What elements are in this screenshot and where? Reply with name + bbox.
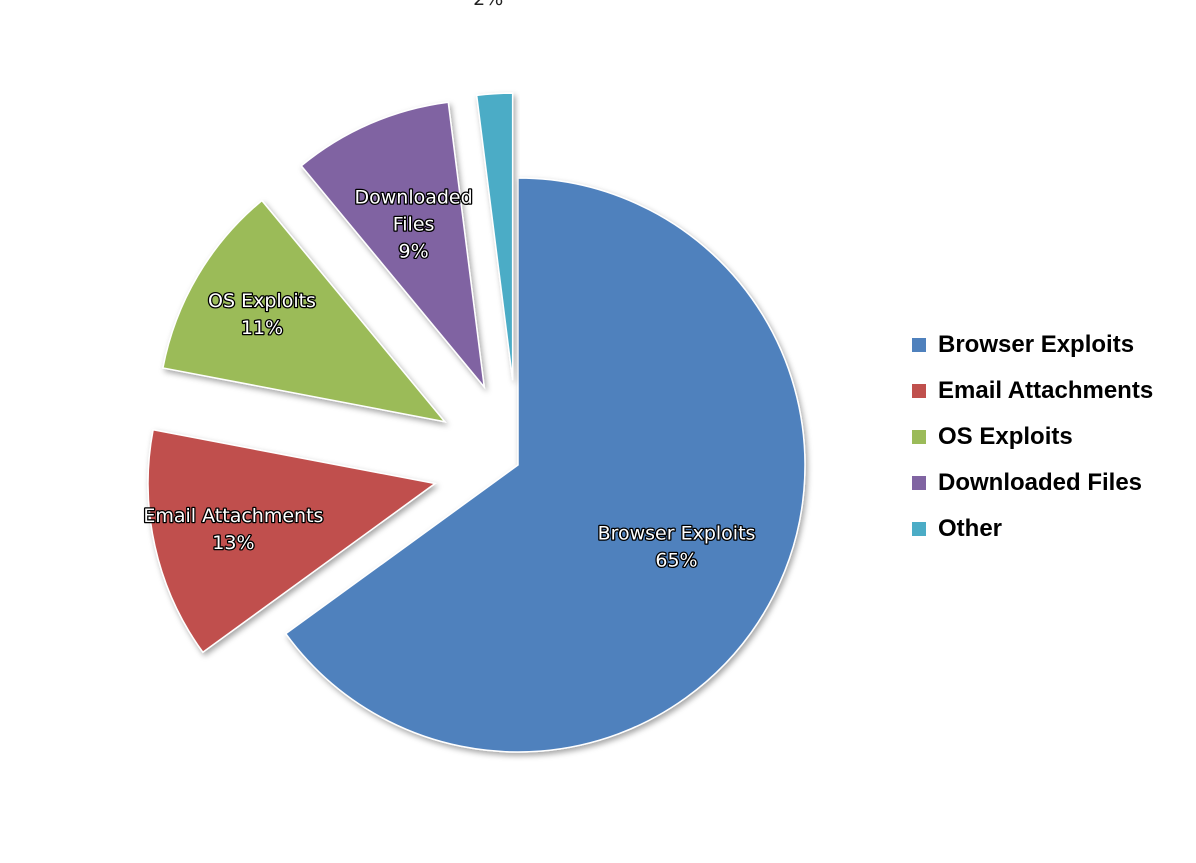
data-label-percent: 13% <box>212 532 254 554</box>
data-label-downloaded-files: Downloaded Files 9% <box>354 187 472 263</box>
legend-swatch-email-attachments <box>912 384 926 398</box>
pie-slice-browser-exploits <box>284 177 806 753</box>
data-label-percent: 65% <box>655 549 697 571</box>
data-label-percent: 2% <box>473 0 503 10</box>
data-label-name: OS Exploits <box>208 290 316 312</box>
data-label-name: Downloaded <box>354 187 472 209</box>
legend-item-other: Other <box>912 506 1192 552</box>
legend: Browser Exploits Email Attachments OS Ex… <box>912 322 1192 552</box>
pie-slice-os-exploits <box>162 199 447 423</box>
data-label-name: Email Attachments <box>143 505 323 527</box>
pie-slice-other <box>475 92 514 381</box>
data-label-name: Files <box>393 214 435 236</box>
data-label-browser-exploits: Browser Exploits 65% <box>598 522 756 571</box>
legend-label-browser-exploits: Browser Exploits <box>938 331 1135 358</box>
legend-item-os-exploits: OS Exploits <box>912 414 1192 460</box>
data-label-name: Browser Exploits <box>598 522 756 544</box>
legend-swatch-other <box>912 522 926 536</box>
legend-label-downloaded-files: Downloaded Files <box>938 469 1143 496</box>
pie-slice-downloaded-files <box>300 101 486 390</box>
slices-layer <box>147 92 806 753</box>
data-label-percent: 11% <box>241 317 283 339</box>
data-label-other: Other2% <box>461 0 515 10</box>
legend-label-other: Other <box>938 515 1003 542</box>
data-label-percent: 9% <box>399 241 429 263</box>
pie-slice-email-attachments <box>147 428 437 654</box>
legend-swatch-os-exploits <box>912 430 926 444</box>
data-label-os-exploits: OS Exploits 11% <box>208 290 316 339</box>
legend-item-browser-exploits: Browser Exploits <box>912 322 1192 368</box>
legend-label-email-attachments: Email Attachments <box>938 377 1154 404</box>
legend-label-os-exploits: OS Exploits <box>938 423 1073 450</box>
legend-item-downloaded-files: Downloaded Files <box>912 460 1192 506</box>
data-label-email-attachments: Email Attachments 13% <box>143 505 323 554</box>
legend-item-email-attachments: Email Attachments <box>912 368 1192 414</box>
legend-swatch-downloaded-files <box>912 476 926 490</box>
legend-swatch-browser-exploits <box>912 338 926 352</box>
labels-layer: Browser Exploits 65% Email Attachments 13% O… <box>142 0 757 573</box>
